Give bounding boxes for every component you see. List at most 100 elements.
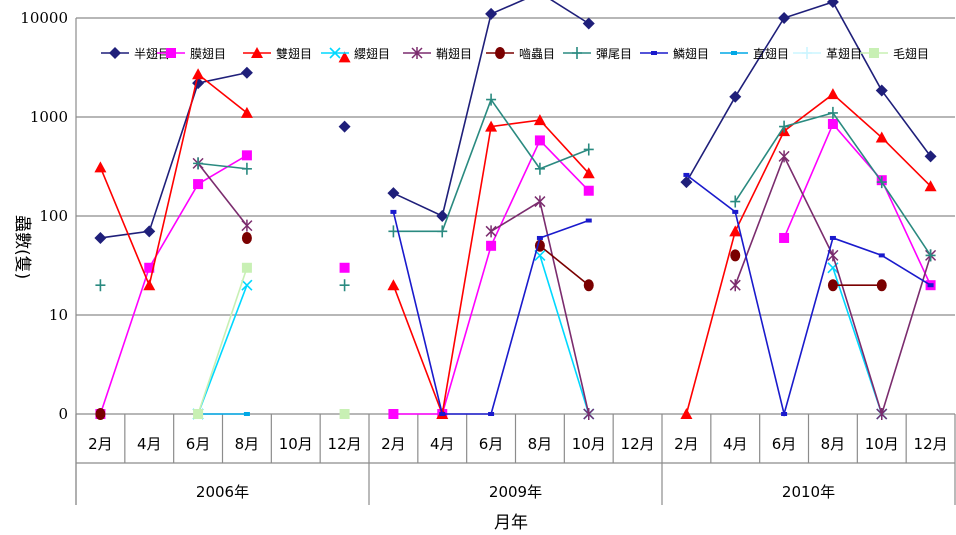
series-3 — [94, 51, 937, 419]
data-point — [927, 283, 934, 288]
x-tick-label: 8月 — [528, 435, 553, 453]
data-point — [94, 161, 107, 173]
data-point — [240, 106, 253, 118]
data-point — [192, 68, 205, 80]
data-point — [827, 279, 838, 292]
data-point — [534, 195, 546, 208]
x-tick-label: 8月 — [235, 435, 260, 453]
legend-item: 革翅目 — [793, 46, 862, 61]
legend-label: 彈尾目 — [596, 47, 632, 61]
data-point — [243, 412, 250, 416]
data-point — [875, 84, 888, 97]
y-tick-label: 1000 — [30, 108, 68, 126]
data-point — [488, 412, 495, 416]
legend-item: 半翅目 — [101, 46, 170, 61]
legend-label: 雙翅目 — [276, 46, 312, 61]
legend-item: 彈尾目 — [563, 47, 632, 61]
data-point — [924, 180, 937, 192]
data-point — [193, 157, 204, 170]
legend-item: 雙翅目 — [243, 46, 312, 61]
legend-marker — [166, 48, 176, 58]
legend-marker — [802, 47, 812, 59]
data-point — [826, 88, 839, 100]
data-point — [779, 232, 790, 243]
data-point — [240, 66, 253, 79]
data-point — [827, 118, 838, 129]
series-line — [99, 72, 248, 288]
series-line — [392, 119, 590, 418]
x-tick-label: 6月 — [479, 435, 504, 453]
data-point — [925, 249, 936, 262]
data-point — [485, 225, 497, 238]
series-layer — [94, 0, 937, 420]
data-point — [339, 279, 350, 292]
data-point — [143, 279, 156, 291]
data-point — [729, 225, 742, 237]
data-point — [732, 209, 739, 214]
data-point — [876, 279, 887, 292]
legend-item: 鱗翅目 — [640, 46, 709, 61]
x-tick-label: 2月 — [674, 435, 699, 453]
data-point — [583, 143, 594, 156]
data-point — [779, 120, 790, 133]
legend-item: 嚙蟲目 — [486, 47, 555, 61]
legend-item: 膜翅目 — [157, 46, 226, 61]
x-tick-label: 12月 — [328, 435, 362, 453]
legend-marker — [731, 51, 737, 55]
data-point — [193, 409, 204, 419]
series-1 — [94, 0, 937, 244]
data-point — [680, 408, 693, 419]
legend-label: 纓翅目 — [354, 46, 390, 61]
legend-label: 鱗翅目 — [673, 46, 709, 61]
y-tick-label: 10 — [49, 306, 68, 324]
data-point — [241, 162, 252, 175]
data-point — [439, 412, 446, 416]
data-point — [144, 262, 155, 273]
series-line — [393, 0, 590, 218]
data-point — [876, 408, 888, 420]
data-point — [436, 210, 449, 222]
data-point — [683, 172, 690, 177]
data-point — [339, 409, 350, 419]
series-line — [783, 122, 932, 286]
data-point — [241, 279, 253, 291]
series-line — [197, 284, 248, 415]
data-point — [582, 167, 595, 179]
series-6 — [95, 231, 887, 420]
x-group-label: 2006年 — [196, 483, 249, 501]
axes: 0 10 100 1000 10000 2月 4月 6月 8月 10月 12月 2月 4月 6月 8月 10月… — [20, 9, 956, 505]
x-tick-label: 6月 — [772, 435, 797, 453]
data-point — [729, 279, 741, 292]
x-tick-label: 4月 — [430, 435, 455, 453]
series-line — [197, 162, 248, 170]
data-point — [387, 187, 400, 200]
legend-label: 膜翅目 — [190, 46, 226, 61]
data-point — [241, 150, 252, 161]
data-point — [534, 162, 545, 175]
series-line — [99, 154, 248, 415]
data-point — [680, 176, 693, 189]
data-point — [829, 235, 836, 240]
legend-marker — [329, 47, 341, 59]
data-point — [94, 231, 107, 244]
legend-item: 纓翅目 — [321, 46, 390, 61]
data-point — [827, 106, 838, 119]
data-point — [387, 279, 400, 291]
data-point — [730, 249, 741, 262]
series-5 — [192, 150, 937, 420]
data-point — [338, 51, 351, 63]
x-tick-label: 10月 — [572, 435, 606, 453]
legend-label: 嚙蟲目 — [519, 47, 555, 61]
x-tick-label: 8月 — [821, 435, 846, 453]
x-axis-label: 月年 — [494, 513, 528, 533]
series-line — [197, 162, 248, 227]
series-line — [539, 255, 590, 415]
data-point — [486, 240, 497, 251]
series-line — [685, 174, 932, 418]
series-line — [197, 267, 248, 415]
data-point — [878, 253, 885, 258]
data-point — [485, 7, 498, 20]
data-point — [533, 114, 546, 126]
x-tick-label: 4月 — [723, 435, 748, 453]
